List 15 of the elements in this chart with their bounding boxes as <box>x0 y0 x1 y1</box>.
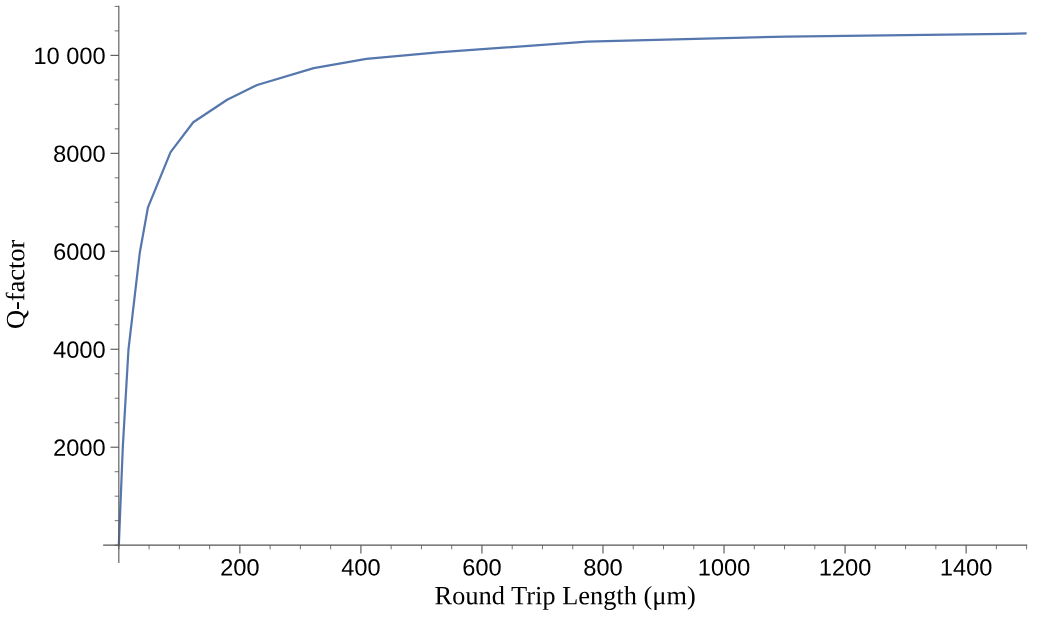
x-tick-label: 1000 <box>699 558 750 576</box>
x-tick-label: 1400 <box>941 558 992 576</box>
line-series <box>117 32 1027 547</box>
x-tick-label: 200 <box>221 558 259 576</box>
x-axis-title: Round Trip Length (μm) <box>435 585 695 610</box>
y-tick-label: 4000 <box>53 341 105 359</box>
y-tick-label: 10 000 <box>35 47 105 65</box>
y-tick-label: 2000 <box>54 439 105 456</box>
y-axis-title: Q-factor <box>5 239 29 328</box>
x-tick-label: 600 <box>463 558 501 576</box>
y-tick-label: 8000 <box>54 145 105 163</box>
y-tick-label: 6000 <box>54 243 105 261</box>
x-tick-label: 400 <box>341 558 380 576</box>
x-tick-label: 800 <box>584 558 622 576</box>
x-tick-label: 1200 <box>820 558 871 576</box>
